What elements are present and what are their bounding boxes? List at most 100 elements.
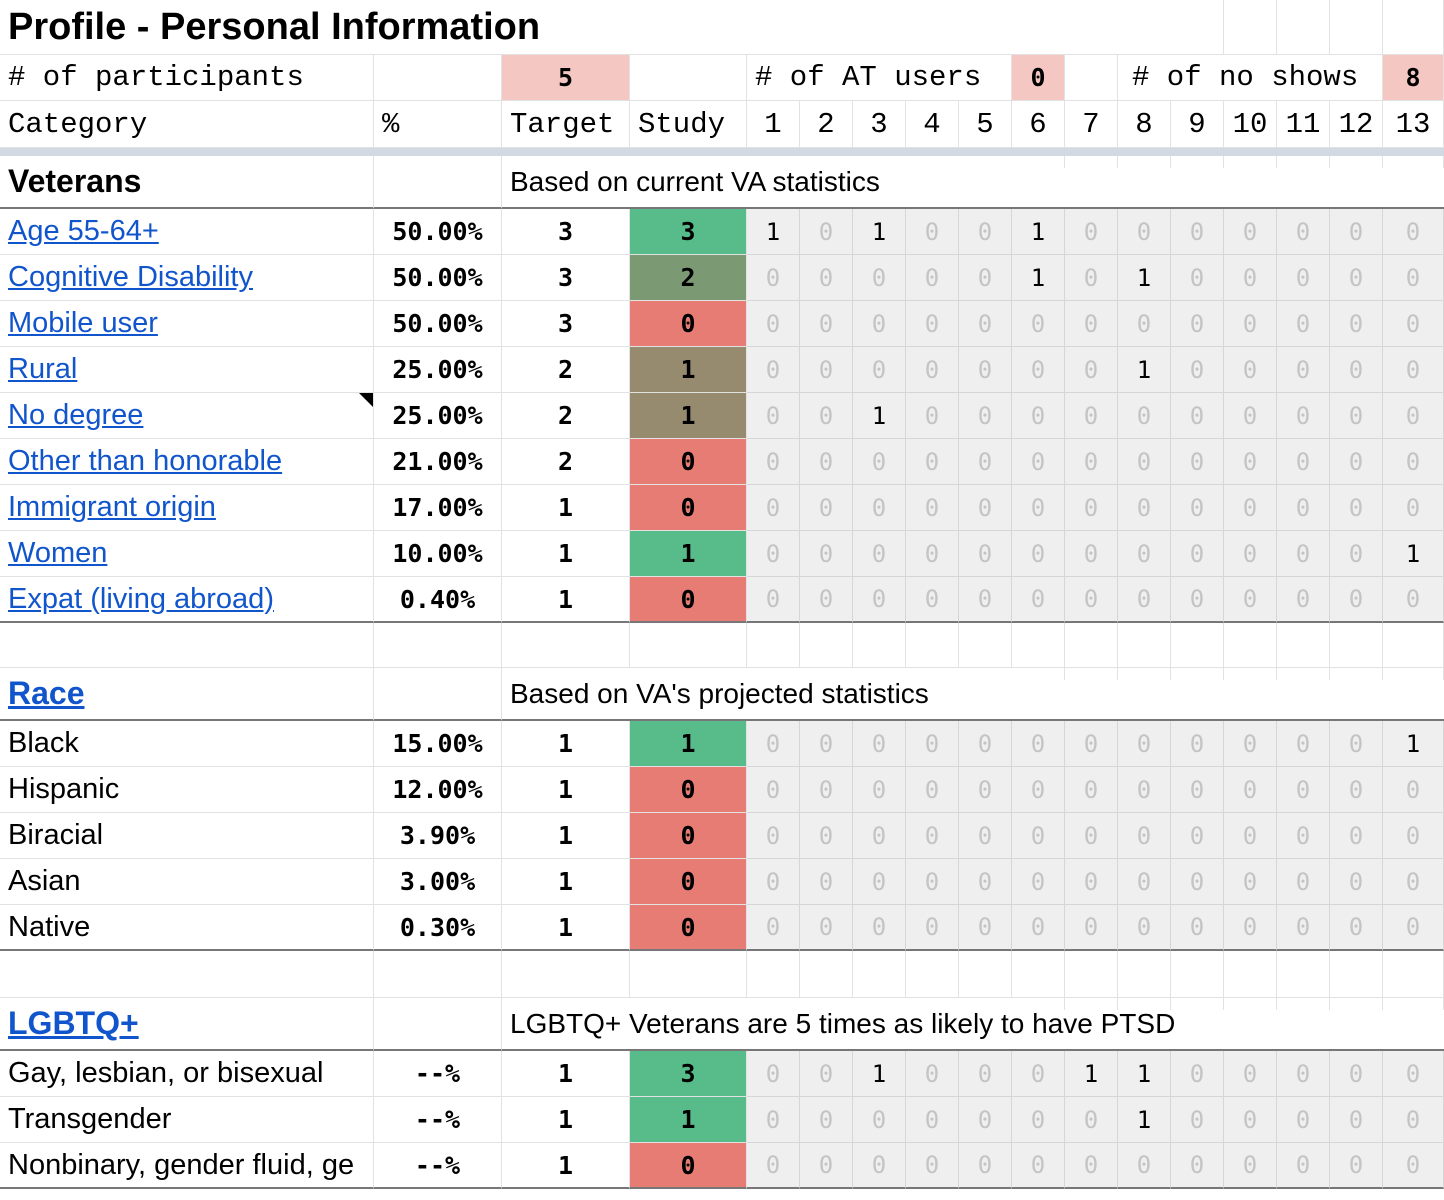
category-cell[interactable]: Black — [0, 721, 374, 767]
participant-cell-1[interactable]: 0 — [747, 905, 800, 951]
participant-cell-10[interactable]: 0 — [1224, 347, 1277, 393]
participant-cell-7[interactable]: 0 — [1065, 905, 1118, 951]
study-cell[interactable]: 1 — [630, 721, 747, 767]
participant-cell-3[interactable]: 1 — [853, 209, 906, 255]
category-cell[interactable]: Women — [0, 531, 374, 577]
category-cell[interactable]: Hispanic — [0, 767, 374, 813]
participant-cell-7[interactable]: 0 — [1065, 393, 1118, 439]
participant-cell-13[interactable]: 0 — [1383, 859, 1444, 905]
participant-cell-3[interactable]: 1 — [853, 1051, 906, 1097]
participant-cell-8[interactable]: 0 — [1118, 301, 1171, 347]
participant-cell-9[interactable]: 0 — [1171, 767, 1224, 813]
section-note[interactable]: Based on current VA statistics — [502, 156, 1444, 209]
participant-cell-12[interactable]: 0 — [1330, 347, 1383, 393]
percent-cell[interactable]: 17.00% — [374, 485, 502, 531]
target-cell[interactable]: 1 — [502, 859, 630, 905]
empty-cell[interactable] — [906, 623, 959, 668]
participant-cell-9[interactable]: 0 — [1171, 1143, 1224, 1189]
participant-cell-13[interactable]: 0 — [1383, 813, 1444, 859]
participant-cell-8[interactable]: 0 — [1118, 721, 1171, 767]
participant-cell-12[interactable]: 0 — [1330, 905, 1383, 951]
participant-cell-2[interactable]: 0 — [800, 485, 853, 531]
participant-cell-12[interactable]: 0 — [1330, 301, 1383, 347]
header-participant-3[interactable]: 3 — [853, 101, 906, 148]
header-study[interactable]: Study — [630, 101, 747, 148]
participant-cell-3[interactable]: 0 — [853, 859, 906, 905]
participant-cell-6[interactable]: 0 — [1012, 1143, 1065, 1189]
empty-cell[interactable] — [800, 623, 853, 668]
participant-cell-8[interactable]: 0 — [1118, 393, 1171, 439]
title-row-spacer[interactable] — [1330, 0, 1383, 55]
participant-cell-4[interactable]: 0 — [906, 255, 959, 301]
participant-cell-1[interactable]: 0 — [747, 347, 800, 393]
participant-cell-13[interactable]: 0 — [1383, 301, 1444, 347]
participant-cell-8[interactable]: 0 — [1118, 485, 1171, 531]
empty-cell[interactable] — [630, 623, 747, 668]
participant-cell-3[interactable]: 0 — [853, 347, 906, 393]
participant-cell-7[interactable]: 0 — [1065, 577, 1118, 623]
participant-cell-13[interactable]: 0 — [1383, 1097, 1444, 1143]
participant-cell-12[interactable]: 0 — [1330, 813, 1383, 859]
participant-cell-7[interactable]: 0 — [1065, 209, 1118, 255]
participant-cell-7[interactable]: 0 — [1065, 255, 1118, 301]
participant-cell-7[interactable]: 0 — [1065, 721, 1118, 767]
header-participant-9[interactable]: 9 — [1171, 101, 1224, 148]
participant-cell-2[interactable]: 0 — [800, 767, 853, 813]
participant-cell-6[interactable]: 1 — [1012, 209, 1065, 255]
participant-cell-3[interactable]: 0 — [853, 255, 906, 301]
target-cell[interactable]: 1 — [502, 721, 630, 767]
empty-cell[interactable] — [959, 951, 1012, 998]
empty-cell[interactable] — [1383, 951, 1444, 998]
participant-cell-1[interactable]: 0 — [747, 813, 800, 859]
participant-cell-9[interactable]: 0 — [1171, 905, 1224, 951]
header-participant-7[interactable]: 7 — [1065, 101, 1118, 148]
participant-cell-1[interactable]: 0 — [747, 485, 800, 531]
participant-cell-7[interactable]: 0 — [1065, 813, 1118, 859]
participant-cell-10[interactable]: 0 — [1224, 905, 1277, 951]
participant-cell-2[interactable]: 0 — [800, 1097, 853, 1143]
participant-cell-8[interactable]: 1 — [1118, 347, 1171, 393]
participant-cell-5[interactable]: 0 — [959, 905, 1012, 951]
participant-cell-4[interactable]: 0 — [906, 531, 959, 577]
percent-cell[interactable]: --% — [374, 1051, 502, 1097]
participant-cell-13[interactable]: 0 — [1383, 577, 1444, 623]
empty-cell[interactable] — [1277, 951, 1330, 998]
participant-cell-7[interactable]: 0 — [1065, 531, 1118, 577]
section-title-text[interactable]: Race — [8, 675, 85, 711]
target-cell[interactable]: 1 — [502, 767, 630, 813]
participant-cell-5[interactable]: 0 — [959, 531, 1012, 577]
study-cell[interactable]: 1 — [630, 347, 747, 393]
empty-cell[interactable] — [1330, 623, 1383, 668]
participant-cell-3[interactable]: 0 — [853, 813, 906, 859]
participant-cell-6[interactable]: 0 — [1012, 439, 1065, 485]
participant-cell-1[interactable]: 1 — [747, 209, 800, 255]
participant-cell-11[interactable]: 0 — [1277, 255, 1330, 301]
participant-cell-4[interactable]: 0 — [906, 393, 959, 439]
empty-cell[interactable] — [853, 623, 906, 668]
participant-cell-12[interactable]: 0 — [1330, 209, 1383, 255]
participant-cell-1[interactable]: 0 — [747, 531, 800, 577]
target-cell[interactable]: 2 — [502, 347, 630, 393]
participant-cell-12[interactable]: 0 — [1330, 1143, 1383, 1189]
target-cell[interactable]: 1 — [502, 905, 630, 951]
participant-cell-8[interactable]: 1 — [1118, 1097, 1171, 1143]
participant-cell-4[interactable]: 0 — [906, 1051, 959, 1097]
title-row-spacer[interactable] — [1383, 0, 1444, 55]
participant-cell-13[interactable]: 0 — [1383, 439, 1444, 485]
page-title[interactable]: Profile - Personal Information — [0, 0, 1224, 55]
participant-cell-4[interactable]: 0 — [906, 1143, 959, 1189]
category-cell[interactable]: Gay, lesbian, or bisexual — [0, 1051, 374, 1097]
percent-cell[interactable]: 50.00% — [374, 255, 502, 301]
participant-cell-11[interactable]: 0 — [1277, 1097, 1330, 1143]
participant-cell-4[interactable]: 0 — [906, 1097, 959, 1143]
participant-cell-9[interactable]: 0 — [1171, 577, 1224, 623]
participant-cell-1[interactable]: 0 — [747, 393, 800, 439]
category-cell[interactable]: Immigrant origin — [0, 485, 374, 531]
participant-cell-13[interactable]: 0 — [1383, 209, 1444, 255]
percent-cell[interactable]: 10.00% — [374, 531, 502, 577]
participant-cell-13[interactable]: 1 — [1383, 721, 1444, 767]
participant-cell-3[interactable]: 0 — [853, 439, 906, 485]
participant-cell-6[interactable]: 0 — [1012, 347, 1065, 393]
empty-cell[interactable] — [1224, 951, 1277, 998]
study-cell[interactable]: 2 — [630, 255, 747, 301]
